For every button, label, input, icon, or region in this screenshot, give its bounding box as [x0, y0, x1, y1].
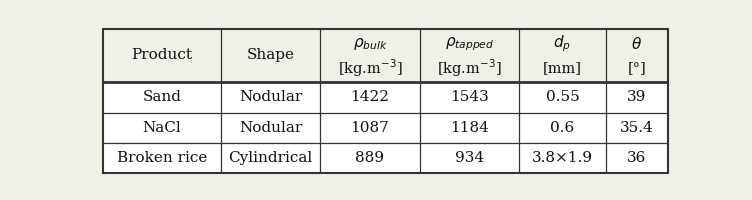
Text: 889: 889 [356, 151, 384, 165]
Text: 39: 39 [627, 90, 647, 104]
Text: Broken rice: Broken rice [117, 151, 207, 165]
Text: 1422: 1422 [350, 90, 390, 104]
Text: Product: Product [132, 48, 193, 62]
Text: 0.6: 0.6 [550, 121, 575, 135]
Bar [103, 143, 668, 173]
Text: 35.4: 35.4 [620, 121, 654, 135]
Text: 1087: 1087 [350, 121, 390, 135]
Text: NaCl: NaCl [142, 121, 181, 135]
Text: $d_p$: $d_p$ [553, 34, 572, 54]
Text: 934: 934 [455, 151, 484, 165]
Text: Nodular: Nodular [239, 121, 302, 135]
Text: 0.55: 0.55 [545, 90, 579, 104]
Text: $\rho_{tapped}$: $\rho_{tapped}$ [444, 35, 494, 53]
Text: 36: 36 [627, 151, 647, 165]
Bar [103, 113, 668, 143]
Text: $\rho_{bulk}$: $\rho_{bulk}$ [353, 36, 387, 52]
Text: Shape: Shape [247, 48, 295, 62]
Text: [kg.m$^{-3}$]: [kg.m$^{-3}$] [437, 58, 502, 79]
Text: $\theta$: $\theta$ [632, 36, 642, 52]
Bar [103, 29, 668, 82]
Text: Sand: Sand [142, 90, 181, 104]
Text: Nodular: Nodular [239, 90, 302, 104]
Text: [kg.m$^{-3}$]: [kg.m$^{-3}$] [338, 58, 402, 79]
Text: [°]: [°] [628, 61, 647, 75]
Text: Cylindrical: Cylindrical [229, 151, 313, 165]
Bar [103, 82, 668, 113]
Text: 1543: 1543 [450, 90, 489, 104]
Text: 1184: 1184 [450, 121, 489, 135]
Text: 3.8×1.9: 3.8×1.9 [532, 151, 593, 165]
Text: [mm]: [mm] [543, 61, 582, 75]
